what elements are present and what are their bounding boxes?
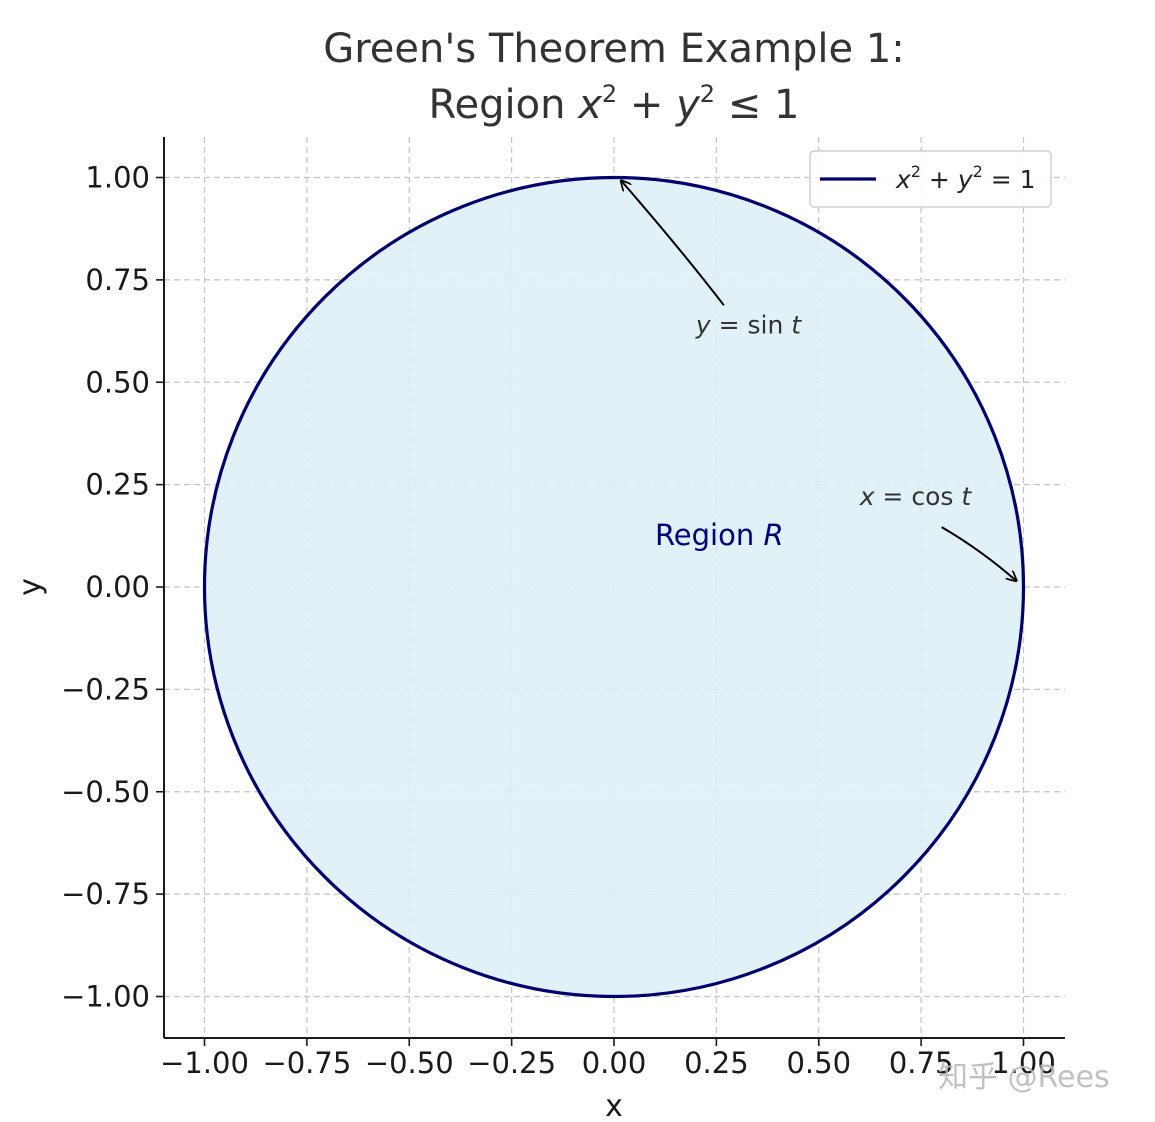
x-axis-ticks: −1.00 −0.75 −0.50 −0.25 0.00 0.25 0.50 0.75 1.00 xyxy=(160,1038,1056,1080)
region-label: Region R xyxy=(655,518,784,552)
y-tick-label-3: 0.25 xyxy=(85,468,150,502)
chart-title-line-2: Region x2 + y2 ≤ 1 xyxy=(429,80,800,128)
legend-label: x2 + y2 = 1 xyxy=(895,162,1036,194)
x-tick-label-0: −1.00 xyxy=(160,1046,249,1080)
x-tick-label-7: 0.75 xyxy=(889,1046,954,1080)
x-tick-label-1: −0.75 xyxy=(262,1046,351,1080)
region-fill xyxy=(204,177,1024,997)
x-tick-label-8: 1.00 xyxy=(991,1046,1056,1080)
y-tick-label-7: −0.75 xyxy=(61,877,150,911)
watermark: 知乎 @Rees xyxy=(938,1060,1110,1095)
annotation-cos-label: x = cos t xyxy=(859,482,973,511)
y-tick-label-0: 1.00 xyxy=(85,161,150,195)
annotation-sin-arrow xyxy=(621,181,725,306)
x-axis-label: x xyxy=(605,1089,623,1122)
x-tick-label-2: −0.50 xyxy=(365,1046,454,1080)
x-tick-label-3: −0.25 xyxy=(467,1046,556,1080)
x-tick-label-5: 0.25 xyxy=(684,1046,749,1080)
legend-box xyxy=(809,150,1052,208)
annotation-cos-arrow xyxy=(941,526,1017,581)
region-label-group: Region R xyxy=(655,518,784,552)
y-tick-label-5: −0.25 xyxy=(61,672,150,706)
y-tick-label-2: 0.50 xyxy=(85,365,150,399)
chart-title-line-1: Green's Theorem Example 1: xyxy=(323,26,905,72)
legend: x2 + y2 = 1 xyxy=(809,150,1052,208)
y-tick-label-4: 0.00 xyxy=(85,570,150,604)
unit-circle-curve xyxy=(202,175,1026,999)
x-tick-label-4: 0.00 xyxy=(582,1046,647,1080)
annotations: y = sin t x = cos t xyxy=(621,181,1016,581)
y-tick-label-6: −0.50 xyxy=(61,775,150,809)
plot-area xyxy=(202,175,1026,999)
y-axis-ticks: 1.00 0.75 0.50 0.25 0.00 −0.25 −0.50 −0.75 −1.00 xyxy=(61,161,164,1014)
x-tick-label-6: 0.50 xyxy=(786,1046,851,1080)
y-tick-label-1: 0.75 xyxy=(85,263,150,297)
y-axis-label: y xyxy=(13,578,48,596)
y-tick-label-8: −1.00 xyxy=(61,980,150,1014)
annotation-sin-label: y = sin t xyxy=(695,310,802,339)
